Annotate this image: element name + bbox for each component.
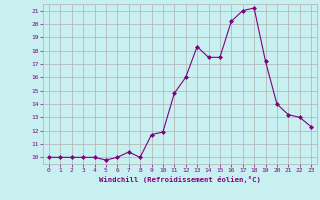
X-axis label: Windchill (Refroidissement éolien,°C): Windchill (Refroidissement éolien,°C): [99, 176, 261, 183]
